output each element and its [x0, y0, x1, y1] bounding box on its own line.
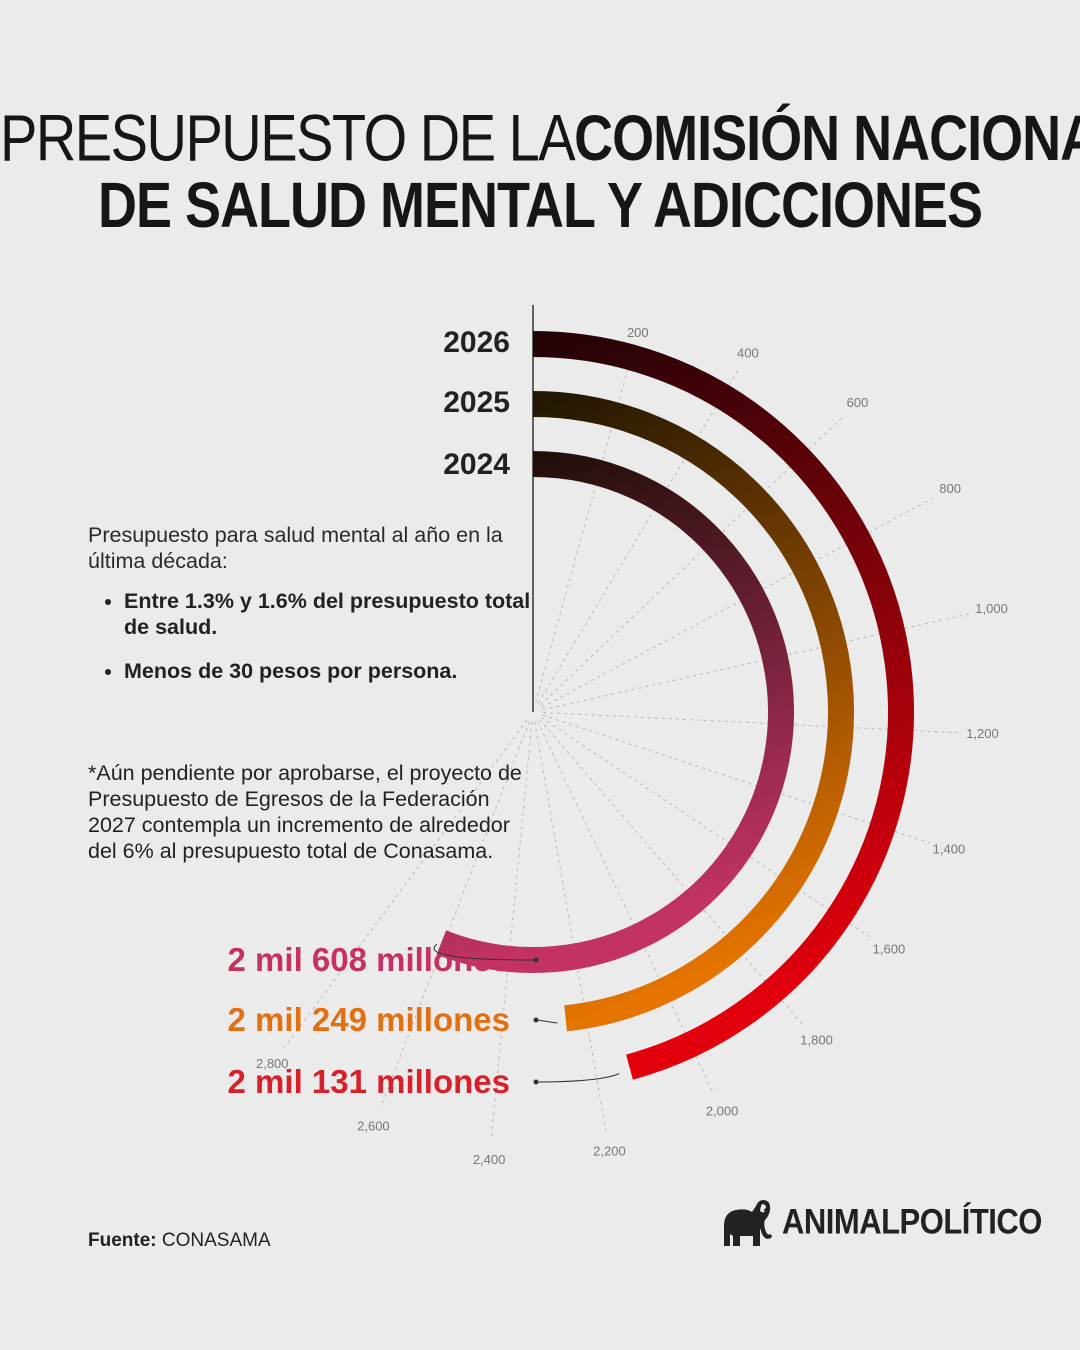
tick-label: 1,200 — [966, 726, 999, 741]
value-label-2025: 2 mil 249 millones — [228, 1001, 510, 1038]
gridline — [542, 714, 931, 844]
connector-2026 — [535, 1073, 620, 1083]
tick-label: 800 — [939, 481, 961, 496]
title-line2: DE SALUD MENTAL Y ADICCIONES — [97, 170, 983, 242]
year-label-2025: 2025 — [443, 386, 510, 419]
brand-name: ANIMALPOLÍTICO — [782, 1201, 1042, 1242]
notes-block: Presupuesto para salud mental al año en … — [88, 522, 548, 702]
tick-label: 2,400 — [473, 1152, 506, 1167]
tick-label: 2,000 — [706, 1103, 739, 1118]
gridline — [541, 717, 873, 939]
tick-label: 200 — [627, 325, 649, 340]
tick-label: 1,600 — [873, 942, 906, 957]
tick-label: 2,800 — [256, 1056, 289, 1071]
bullet-2: Menos de 30 pesos por persona. — [124, 658, 548, 684]
year-label-2024: 2024 — [443, 448, 510, 481]
value-label-2024: 2 mil 608 millones — [228, 941, 510, 978]
brand-logo: ANIMALPOLÍTICO — [720, 1192, 1042, 1252]
title-light: PRESUPUESTO DE LA — [0, 100, 576, 175]
source-label: Fuente: — [88, 1230, 157, 1251]
connector-dot-2025 — [533, 1017, 539, 1023]
gridline — [490, 721, 533, 1140]
footnote: *Aún pendiente por aprobarse, el proyect… — [88, 761, 522, 863]
notes-intro: Presupuesto para salud mental al año en … — [88, 523, 503, 573]
source-value: CONASAMA — [161, 1230, 271, 1251]
gridline — [539, 719, 804, 1026]
connector-dot-2024 — [533, 957, 539, 963]
title-bold: COMISIÓN NACIONAL — [574, 103, 1080, 175]
gridline — [537, 370, 739, 704]
connector-2025 — [535, 1019, 558, 1024]
gridline — [283, 719, 528, 1049]
tick-label: 2,600 — [357, 1118, 390, 1133]
source: Fuente: CONASAMA — [88, 1230, 271, 1252]
notes-bullets: Entre 1.3% y 1.6% del presupuesto total … — [88, 588, 548, 684]
gridline — [536, 720, 715, 1094]
chart-title: PRESUPUESTO DE LA COMISIÓN NACIONAL DE S… — [0, 100, 1080, 241]
bar-2026 — [532, 331, 914, 1080]
year-label-2026: 2026 — [443, 326, 510, 359]
tick-label: 600 — [847, 395, 869, 410]
connector-dot-2026 — [533, 1079, 539, 1085]
chart-labels: 2026 2 mil 131 millones 2025 2 mil 249 mill… — [228, 326, 620, 1100]
tick-label: 1,400 — [933, 841, 966, 856]
tick-label: 1,000 — [975, 601, 1008, 616]
bar-2025 — [532, 391, 855, 1032]
bar-2024 — [436, 451, 794, 973]
gridline — [380, 721, 530, 1108]
bullet-1: Entre 1.3% y 1.6% del presupuesto total … — [124, 588, 548, 640]
tick-label: 2,200 — [593, 1143, 626, 1158]
value-label-2026: 2 mil 131 millones — [228, 1063, 510, 1100]
tick-label: 1,800 — [800, 1033, 833, 1048]
connector-2024 — [433, 943, 537, 961]
tick-label: 400 — [737, 345, 759, 360]
chart-bars — [436, 331, 914, 1080]
gridline — [534, 721, 607, 1132]
elephant-icon — [724, 1200, 772, 1246]
